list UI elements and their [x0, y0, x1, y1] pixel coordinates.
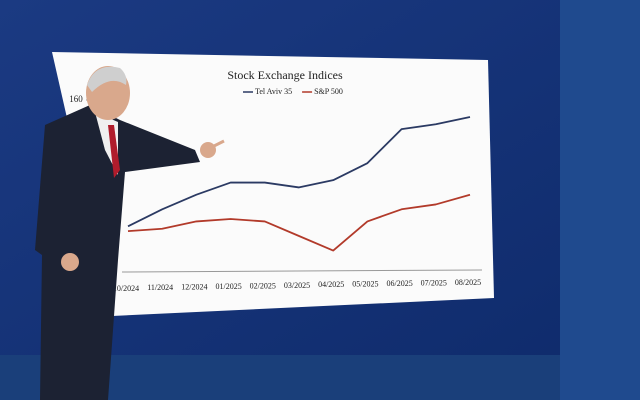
finger [211, 139, 225, 149]
chart-title: Stock Exchange Indices [227, 68, 343, 82]
legend: Tel Aviv 35 S&P 500 [243, 87, 343, 96]
hand [61, 253, 79, 271]
x-tick-label: 11/2024 [147, 283, 173, 292]
x-axis [121, 269, 483, 273]
hand [200, 142, 216, 158]
x-tick-label: 05/2025 [352, 280, 378, 289]
hair [87, 66, 127, 92]
plot: 160 10/2024 11/2024 12/2024 01/2025 02/2025 03… [69, 94, 481, 293]
series-line [127, 193, 471, 252]
x-tick-label: 03/2025 [284, 281, 310, 290]
presenter [35, 66, 225, 400]
x-tick-label: 02/2025 [250, 281, 276, 290]
x-tick-label: 10/2024 [113, 284, 139, 293]
y-tick-label: 160 [69, 94, 83, 104]
series-line [127, 116, 471, 228]
x-tick-label: 12/2024 [181, 283, 207, 292]
legend-label: Tel Aviv 35 [255, 87, 292, 96]
x-tick-label: 04/2025 [318, 280, 344, 289]
legend-label: S&P 500 [314, 87, 343, 96]
suit [35, 105, 200, 400]
tie [108, 125, 120, 178]
x-tick-label: 08/2025 [455, 278, 481, 287]
x-tick-label: 07/2025 [421, 278, 447, 287]
x-tick-label: 06/2025 [386, 279, 412, 288]
side-wall [560, 0, 640, 400]
x-tick-label: 01/2025 [215, 282, 241, 291]
